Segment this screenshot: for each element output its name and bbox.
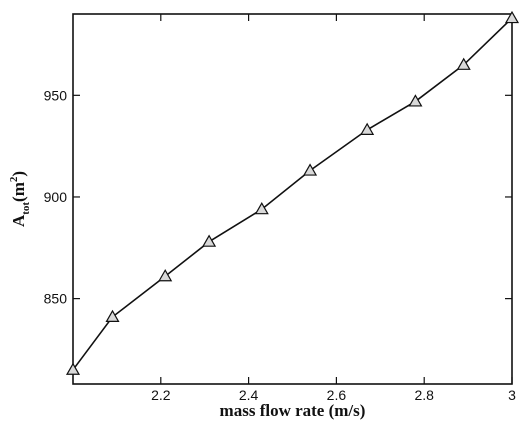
x-tick-label: 3	[508, 387, 516, 403]
plot-frame	[72, 13, 513, 385]
data-point-triangle	[158, 269, 173, 282]
data-point-triangle	[360, 122, 375, 135]
y-tick-label: 900	[44, 189, 68, 205]
data-point-triangle	[504, 10, 520, 24]
y-axis-label-subscript: tot	[20, 202, 32, 215]
data-point-triangle	[65, 362, 81, 375]
y-axis-label-unit-close: )	[9, 171, 28, 177]
data-point-triangle	[202, 234, 217, 247]
data-point-triangle	[456, 57, 471, 70]
data-point-triangle	[408, 94, 423, 107]
y-axis-label: Atot(m2)	[8, 171, 32, 227]
x-tick-label: 2.8	[414, 387, 434, 403]
y-axis-label-base: A	[9, 214, 28, 227]
axes: 2.2 2.4 2.6 2.8 3 850 900 950	[44, 13, 516, 403]
x-tick-label: 2.4	[239, 387, 259, 403]
x-axis-label: mass flow rate (m/s)	[220, 401, 366, 420]
y-tick-label: 950	[44, 87, 68, 103]
data-point-triangle	[105, 309, 120, 323]
y-axis-label-superscript: 2	[8, 176, 20, 182]
y-tick-label: 850	[44, 291, 68, 307]
series-line	[72, 17, 513, 371]
x-tick-label: 2.2	[151, 387, 171, 403]
x-tick-label: 2.6	[327, 387, 347, 403]
data-point-triangle	[254, 201, 269, 215]
data-point-triangle	[303, 163, 318, 176]
y-axis-label-unit-open: (m	[9, 182, 28, 202]
series-group	[65, 10, 520, 375]
